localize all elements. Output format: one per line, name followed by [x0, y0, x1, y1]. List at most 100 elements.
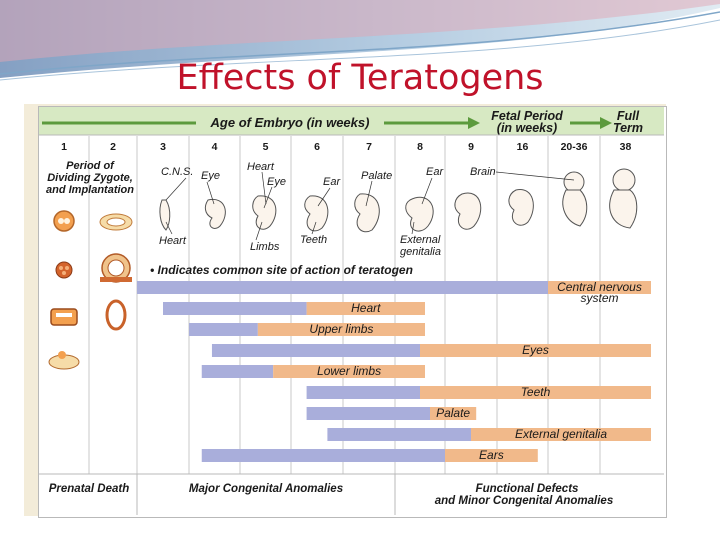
- label-limbs: Limbs: [250, 241, 280, 253]
- decorative-swoosh: [0, 0, 720, 81]
- early-embryo-icon: [48, 351, 80, 370]
- embryo-week-3-icon: [159, 199, 171, 231]
- slide-title: Effects of Teratogens: [176, 58, 544, 98]
- row-heart: Heart: [163, 301, 425, 315]
- sensitive-period-bar: [163, 302, 307, 315]
- less-sensitive-period-bar: [273, 365, 425, 378]
- bar-label: Lower limbs: [317, 364, 381, 378]
- week-label: 20-36: [561, 141, 588, 153]
- week-label: 8: [417, 141, 423, 153]
- period-label-line-1: Period of: [66, 160, 115, 172]
- label-brain: Brain: [470, 166, 496, 178]
- period-label-line-3: and Implantation: [46, 184, 134, 196]
- week-label: 38: [620, 141, 632, 153]
- age-label: Age of Embryo (in weeks): [210, 115, 370, 130]
- sensitive-period-bar: [211, 344, 420, 357]
- blastocyst-icon: [99, 213, 133, 231]
- sensitive-period-bar: [327, 428, 471, 441]
- week-label: 6: [314, 141, 320, 153]
- less-sensitive-period-bar: [420, 386, 651, 399]
- organ-pointer-lines: [165, 171, 575, 241]
- bar-label: Central nervous: [557, 280, 642, 294]
- fetal-arrow-head: [600, 117, 612, 129]
- sensitive-period-bar: [137, 281, 548, 294]
- less-sensitive-period-bar: [306, 302, 425, 315]
- embryo-week-8-icon: [405, 196, 434, 232]
- functional-defects-label: Functional Defects: [476, 483, 579, 495]
- fetus-week-9-icon: [454, 192, 482, 230]
- row-external-genitalia: External genitalia: [327, 427, 651, 441]
- week-grid-lines: [88, 136, 601, 474]
- morula-icon: [55, 261, 73, 279]
- week-label: 3: [160, 141, 166, 153]
- bar-label: Teeth: [521, 385, 551, 399]
- row-palate: Palate: [306, 406, 477, 420]
- full-term-sublabel: Term: [613, 121, 643, 135]
- minor-anomalies-label: and Minor Congenital Anomalies: [435, 495, 613, 507]
- embryonic-disc-icon: [50, 308, 78, 326]
- bar-label: Eyes: [522, 343, 549, 357]
- label-eye-week-3: Eye: [201, 170, 220, 182]
- implantation-icon: [100, 253, 132, 283]
- bar-label: Palate: [436, 406, 470, 420]
- week-label: 1: [61, 141, 67, 153]
- embryo-week-6-icon: [304, 195, 329, 232]
- row-ears: Ears: [201, 448, 538, 462]
- fetal-period-label: Fetal Period: [491, 109, 563, 123]
- less-sensitive-period-bar: [430, 407, 477, 420]
- prenatal-death-label: Prenatal Death: [49, 483, 130, 495]
- row-teeth: Teeth: [306, 385, 651, 399]
- week-label: 9: [468, 141, 474, 153]
- less-sensitive-period-bar: [257, 323, 425, 336]
- row-upper-limbs: Upper limbs: [189, 322, 425, 336]
- embryo-illustrations: [159, 168, 638, 233]
- bar-label: Heart: [351, 301, 381, 315]
- period-label-line-2: Dividing Zygote,: [47, 172, 133, 184]
- row-eyes: Eyes: [211, 343, 651, 357]
- major-anomalies-label: Major Congenital Anomalies: [189, 483, 343, 495]
- week-number-row: 1 2 3 4 5 6 7 8 9 16 20-36 38: [61, 141, 631, 153]
- week-label: 2: [110, 141, 116, 153]
- sensitive-period-bar: [201, 449, 445, 462]
- less-sensitive-period-bar: [548, 281, 651, 294]
- less-sensitive-period-bar: [445, 449, 538, 462]
- full-term-label: Full: [617, 109, 640, 123]
- fetus-week-20-36-icon: [562, 171, 588, 227]
- bar-label: Upper limbs: [309, 322, 373, 336]
- sensitive-period-bar: [306, 386, 420, 399]
- label-genitalia: genitalia: [400, 246, 441, 258]
- sensitive-period-bar: [189, 323, 258, 336]
- week-label: 4: [212, 141, 218, 153]
- embryo-week-4-icon: [204, 198, 226, 229]
- less-sensitive-period-bar: [420, 344, 651, 357]
- embryo-week-7-icon: [354, 193, 380, 233]
- week-label: 7: [366, 141, 372, 153]
- bar-label: Ears: [479, 448, 504, 462]
- label-ear-week-6: Ear: [323, 176, 341, 188]
- sensitive-period-bar: [201, 365, 274, 378]
- week-label: 16: [517, 141, 529, 153]
- less-sensitive-period-bar: [471, 428, 651, 441]
- label-palate: Palate: [361, 170, 392, 182]
- bar-label: External genitalia: [515, 427, 607, 441]
- embryo-week-5-icon: [252, 195, 277, 230]
- blastocyst-ring-icon: [105, 299, 127, 331]
- fetus-week-16-icon: [508, 189, 534, 226]
- row-lower-limbs: Lower limbs: [201, 364, 425, 378]
- fetus-week-38-icon: [609, 168, 638, 229]
- zygote-icon: [53, 210, 75, 232]
- label-heart-week-5: Heart: [247, 161, 275, 173]
- age-arrow-head: [468, 117, 480, 129]
- header-band: [39, 107, 664, 135]
- organ-labels: C.N.S. Eye Heart Eye Ear Palate Ear Brai…: [159, 161, 496, 258]
- week-label: 5: [263, 141, 269, 153]
- label-teeth: Teeth: [300, 234, 327, 246]
- teratogen-site-note: • Indicates common site of action of ter…: [150, 263, 413, 277]
- label-external: External: [400, 234, 441, 246]
- bar-label: system: [580, 291, 618, 305]
- label-eye-week-5: Eye: [267, 176, 286, 188]
- fetal-period-sublabel: (in weeks): [497, 121, 557, 135]
- sensitive-period-bar: [306, 407, 430, 420]
